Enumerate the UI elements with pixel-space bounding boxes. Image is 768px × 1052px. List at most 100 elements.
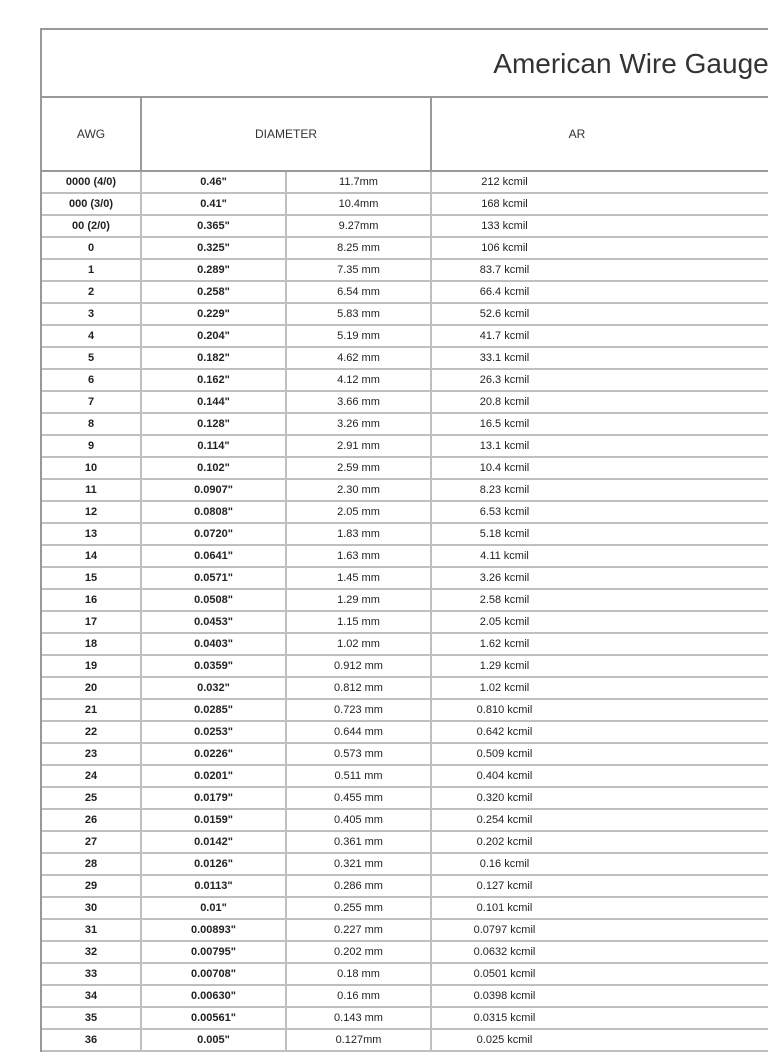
cell-awg: 26	[42, 810, 142, 830]
table-row: 00.325"8.25 mm106 kcmil	[42, 238, 768, 260]
cell-awg: 36	[42, 1030, 142, 1050]
cell-awg: 20	[42, 678, 142, 698]
cell-area-kcmil: 0.320 kcmil	[432, 788, 577, 808]
cell-diameter-mm: 4.62 mm	[287, 348, 432, 368]
cell-diameter-inch: 0.204"	[142, 326, 287, 346]
table-row: 280.0126"0.321 mm0.16 kcmil	[42, 854, 768, 876]
cell-diameter-inch: 0.0453"	[142, 612, 287, 632]
cell-diameter-mm: 0.143 mm	[287, 1008, 432, 1028]
cell-diameter-mm: 1.45 mm	[287, 568, 432, 588]
cell-awg: 9	[42, 436, 142, 456]
table-row: 350.00561"0.143 mm0.0315 kcmil	[42, 1008, 768, 1030]
cell-diameter-inch: 0.114"	[142, 436, 287, 456]
cell-awg: 2	[42, 282, 142, 302]
cell-area-kcmil: 83.7 kcmil	[432, 260, 577, 280]
cell-diameter-mm: 4.12 mm	[287, 370, 432, 390]
table-row: 220.0253"0.644 mm0.642 kcmil	[42, 722, 768, 744]
cell-awg: 6	[42, 370, 142, 390]
cell-area-kcmil: 0.127 kcmil	[432, 876, 577, 896]
cell-diameter-mm: 2.05 mm	[287, 502, 432, 522]
cell-diameter-mm: 0.912 mm	[287, 656, 432, 676]
cell-diameter-mm: 2.59 mm	[287, 458, 432, 478]
cell-area-kcmil: 4.11 kcmil	[432, 546, 577, 566]
cell-diameter-mm: 0.511 mm	[287, 766, 432, 786]
cell-awg: 17	[42, 612, 142, 632]
table-row: 340.00630"0.16 mm0.0398 kcmil	[42, 986, 768, 1008]
table-row: 200.032"0.812 mm1.02 kcmil	[42, 678, 768, 700]
cell-diameter-mm: 0.723 mm	[287, 700, 432, 720]
cell-diameter-inch: 0.00630"	[142, 986, 287, 1006]
cell-diameter-mm: 0.455 mm	[287, 788, 432, 808]
cell-diameter-mm: 10.4mm	[287, 194, 432, 214]
table-row: 170.0453"1.15 mm2.05 kcmil	[42, 612, 768, 634]
table-row: 60.162"4.12 mm26.3 kcmil	[42, 370, 768, 392]
table-row: 50.182"4.62 mm33.1 kcmil	[42, 348, 768, 370]
table-row: 90.114"2.91 mm13.1 kcmil	[42, 436, 768, 458]
cell-area-kcmil: 133 kcmil	[432, 216, 577, 236]
cell-area-kcmil: 5.18 kcmil	[432, 524, 577, 544]
table-row: 160.0508"1.29 mm2.58 kcmil	[42, 590, 768, 612]
cell-area-kcmil: 0.025 kcmil	[432, 1030, 577, 1050]
cell-diameter-inch: 0.0226"	[142, 744, 287, 764]
wire-gauge-table: American Wire Gauge AWG DIAMETER AR 0000…	[40, 28, 768, 1052]
cell-diameter-inch: 0.229"	[142, 304, 287, 324]
cell-awg: 14	[42, 546, 142, 566]
table-row: 10.289"7.35 mm83.7 kcmil	[42, 260, 768, 282]
table-row: 000 (3/0)0.41"10.4mm168 kcmil	[42, 194, 768, 216]
table-row: 0000 (4/0)0.46"11.7mm212 kcmil	[42, 172, 768, 194]
cell-area-kcmil: 0.0797 kcmil	[432, 920, 577, 940]
cell-area-kcmil: 3.26 kcmil	[432, 568, 577, 588]
table-row: 80.128"3.26 mm16.5 kcmil	[42, 414, 768, 436]
cell-awg: 21	[42, 700, 142, 720]
table-row: 270.0142"0.361 mm0.202 kcmil	[42, 832, 768, 854]
cell-diameter-mm: 0.644 mm	[287, 722, 432, 742]
cell-area-kcmil: 10.4 kcmil	[432, 458, 577, 478]
cell-area-kcmil: 0.101 kcmil	[432, 898, 577, 918]
cell-awg: 0000 (4/0)	[42, 172, 142, 192]
cell-awg: 34	[42, 986, 142, 1006]
cell-diameter-inch: 0.0720"	[142, 524, 287, 544]
table-row: 190.0359"0.912 mm1.29 kcmil	[42, 656, 768, 678]
cell-awg: 33	[42, 964, 142, 984]
header-area: AR	[432, 98, 722, 170]
table-row: 120.0808"2.05 mm6.53 kcmil	[42, 502, 768, 524]
cell-diameter-inch: 0.0571"	[142, 568, 287, 588]
table-row: 240.0201"0.511 mm0.404 kcmil	[42, 766, 768, 788]
cell-area-kcmil: 1.29 kcmil	[432, 656, 577, 676]
table-row: 150.0571"1.45 mm3.26 kcmil	[42, 568, 768, 590]
cell-diameter-inch: 0.162"	[142, 370, 287, 390]
cell-area-kcmil: 13.1 kcmil	[432, 436, 577, 456]
cell-area-kcmil: 2.58 kcmil	[432, 590, 577, 610]
cell-awg: 23	[42, 744, 142, 764]
cell-diameter-inch: 0.0179"	[142, 788, 287, 808]
table-row: 110.0907"2.30 mm8.23 kcmil	[42, 480, 768, 502]
cell-diameter-mm: 0.18 mm	[287, 964, 432, 984]
table-row: 310.00893"0.227 mm0.0797 kcmil	[42, 920, 768, 942]
cell-diameter-inch: 0.325"	[142, 238, 287, 258]
cell-diameter-inch: 0.032"	[142, 678, 287, 698]
cell-diameter-mm: 0.286 mm	[287, 876, 432, 896]
cell-awg: 7	[42, 392, 142, 412]
table-body: 0000 (4/0)0.46"11.7mm212 kcmil000 (3/0)0…	[42, 172, 768, 1052]
cell-awg: 00 (2/0)	[42, 216, 142, 236]
cell-diameter-mm: 0.573 mm	[287, 744, 432, 764]
cell-awg: 0	[42, 238, 142, 258]
cell-area-kcmil: 168 kcmil	[432, 194, 577, 214]
cell-diameter-inch: 0.0359"	[142, 656, 287, 676]
cell-diameter-mm: 5.83 mm	[287, 304, 432, 324]
table-row: 250.0179"0.455 mm0.320 kcmil	[42, 788, 768, 810]
table-row: 70.144"3.66 mm20.8 kcmil	[42, 392, 768, 414]
cell-area-kcmil: 16.5 kcmil	[432, 414, 577, 434]
cell-awg: 10	[42, 458, 142, 478]
cell-area-kcmil: 26.3 kcmil	[432, 370, 577, 390]
cell-area-kcmil: 0.254 kcmil	[432, 810, 577, 830]
cell-diameter-mm: 6.54 mm	[287, 282, 432, 302]
cell-awg: 18	[42, 634, 142, 654]
table-row: 180.0403"1.02 mm1.62 kcmil	[42, 634, 768, 656]
table-row: 360.005"0.127mm0.025 kcmil	[42, 1030, 768, 1052]
cell-awg: 15	[42, 568, 142, 588]
cell-awg: 35	[42, 1008, 142, 1028]
cell-awg: 19	[42, 656, 142, 676]
cell-awg: 1	[42, 260, 142, 280]
cell-area-kcmil: 0.0501 kcmil	[432, 964, 577, 984]
